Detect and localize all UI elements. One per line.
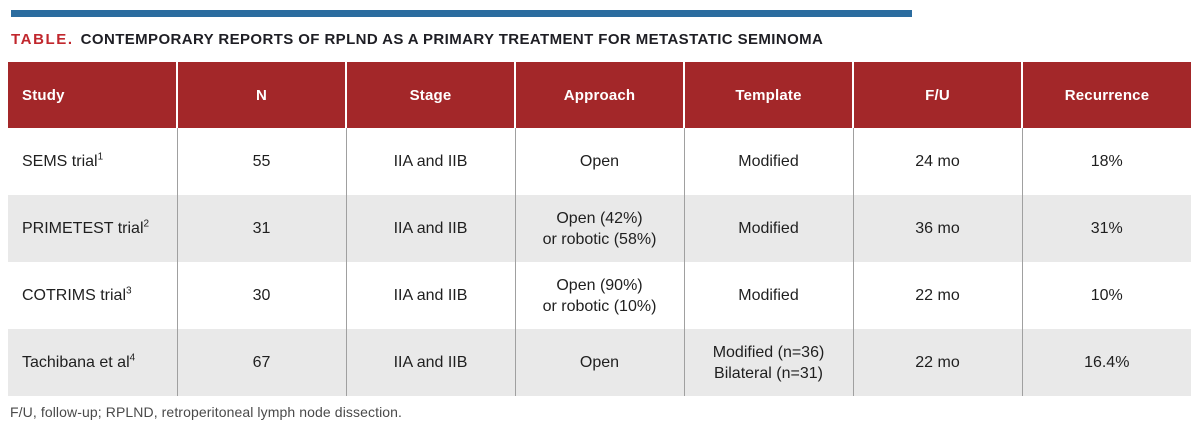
cell-study: PRIMETEST trial2 (8, 195, 178, 262)
approach-line2: or robotic (10%) (542, 297, 657, 315)
cell-template: Modified (684, 195, 854, 262)
cell-stage: IIA and IIB (346, 329, 516, 396)
approach-line1: Open (42%) (556, 209, 643, 227)
cell-fu: 22 mo (853, 262, 1023, 329)
cell-template: Modified (n=36) Bilateral (n=31) (684, 329, 854, 396)
reference-superscript: 1 (97, 151, 104, 163)
cell-approach: Open (515, 329, 685, 396)
column-header-study: Study (8, 62, 178, 128)
study-name: SEMS trial (22, 153, 98, 170)
template-line1: Modified (738, 220, 799, 237)
column-header-n: N (177, 62, 347, 128)
table-row-tachibana: Tachibana et al4 67 IIA and IIB Open Mod… (8, 329, 1191, 396)
column-header-template: Template (684, 62, 854, 128)
cell-fu: 24 mo (853, 128, 1023, 195)
table-row-cotrims: COTRIMS trial3 30 IIA and IIB Open (90%)… (8, 262, 1191, 329)
cell-template: Modified (684, 262, 854, 329)
cell-study: COTRIMS trial3 (8, 262, 178, 329)
reference-superscript: 4 (129, 352, 136, 364)
top-rule-bar (11, 10, 912, 17)
cell-study: SEMS trial1 (8, 128, 178, 195)
table-caption: TABLE. CONTEMPORARY REPORTS OF RPLND AS A… (11, 31, 1191, 48)
table-label: TABLE. (11, 31, 74, 48)
table-row-sems: SEMS trial1 55 IIA and IIB Open Modified… (8, 128, 1191, 195)
template-line2: Bilateral (n=31) (714, 364, 823, 382)
column-header-fu: F/U (853, 62, 1023, 128)
table-header-row: Study N Stage Approach Template F/U Recu… (8, 62, 1191, 128)
column-header-recurrence: Recurrence (1022, 62, 1191, 128)
cell-n: 30 (177, 262, 347, 329)
template-line1: Modified (n=36) (712, 343, 825, 361)
template-line1: Modified (738, 153, 799, 170)
cell-recurrence: 10% (1022, 262, 1191, 329)
reference-superscript: 3 (126, 285, 132, 297)
reference-superscript: 2 (143, 218, 150, 230)
study-name: PRIMETEST trial (22, 220, 144, 237)
study-name: COTRIMS trial (22, 287, 126, 304)
table-title: CONTEMPORARY REPORTS OF RPLND AS A PRIMA… (80, 31, 824, 48)
cell-study: Tachibana et al4 (8, 329, 178, 396)
template-line1: Modified (738, 287, 799, 304)
table-row-primetest: PRIMETEST trial2 31 IIA and IIB Open (42… (8, 195, 1191, 262)
cell-fu: 36 mo (853, 195, 1023, 262)
cell-approach: Open (42%) or robotic (58%) (515, 195, 685, 262)
cell-stage: IIA and IIB (346, 195, 516, 262)
cell-fu: 22 mo (853, 329, 1023, 396)
study-name: Tachibana et al (22, 354, 130, 371)
cell-approach: Open (90%) or robotic (10%) (515, 262, 685, 329)
cell-recurrence: 31% (1022, 195, 1191, 262)
cell-stage: IIA and IIB (346, 128, 516, 195)
column-header-approach: Approach (515, 62, 685, 128)
approach-line1: Open (579, 153, 620, 170)
column-header-stage: Stage (346, 62, 516, 128)
cell-n: 67 (177, 329, 347, 396)
approach-line1: Open (90%) (556, 276, 643, 294)
cell-approach: Open (515, 128, 685, 195)
cell-template: Modified (684, 128, 854, 195)
table-footnote: F/U, follow-up; RPLND, retroperitoneal l… (10, 404, 403, 420)
rplnd-table: Study N Stage Approach Template F/U Recu… (8, 62, 1191, 396)
cell-recurrence: 16.4% (1022, 329, 1191, 396)
cell-n: 31 (177, 195, 347, 262)
cell-stage: IIA and IIB (346, 262, 516, 329)
cell-n: 55 (177, 128, 347, 195)
cell-recurrence: 18% (1022, 128, 1191, 195)
approach-line2: or robotic (58%) (542, 230, 657, 248)
approach-line1: Open (579, 354, 620, 371)
